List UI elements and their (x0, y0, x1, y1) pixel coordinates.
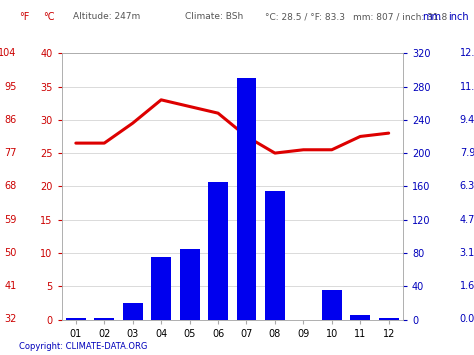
Text: inch: inch (448, 12, 469, 22)
Text: 12.6: 12.6 (460, 48, 474, 58)
Text: 104: 104 (0, 48, 17, 58)
Bar (350, 315, 370, 320)
Bar (322, 290, 342, 320)
Text: Altitude: 247m: Altitude: 247m (73, 12, 141, 21)
Text: 59: 59 (4, 215, 17, 225)
Text: °C: 28.5 / °F: 83.3: °C: 28.5 / °F: 83.3 (265, 12, 346, 21)
Bar (123, 303, 143, 320)
Bar (208, 182, 228, 320)
Text: 68: 68 (4, 181, 17, 191)
Bar (151, 257, 171, 320)
Bar (265, 191, 285, 320)
Text: 4.7: 4.7 (460, 215, 474, 225)
Text: 6.3: 6.3 (460, 181, 474, 191)
Text: 0.0: 0.0 (460, 315, 474, 324)
Text: 9.4: 9.4 (460, 115, 474, 125)
Text: 3.1: 3.1 (460, 248, 474, 258)
Bar (237, 78, 256, 320)
Text: °F: °F (19, 12, 29, 22)
Text: mm: 807 / inch: 31.8: mm: 807 / inch: 31.8 (353, 12, 447, 21)
Text: °C: °C (43, 12, 54, 22)
Bar (94, 318, 114, 320)
Text: 41: 41 (4, 281, 17, 291)
Text: 86: 86 (4, 115, 17, 125)
Text: 95: 95 (4, 82, 17, 92)
Text: Copyright: CLIMATE-DATA.ORG: Copyright: CLIMATE-DATA.ORG (19, 343, 147, 351)
Bar (180, 249, 200, 320)
Text: 50: 50 (4, 248, 17, 258)
Text: Climate: BSh: Climate: BSh (185, 12, 243, 21)
Bar (66, 318, 86, 320)
Text: 1.6: 1.6 (460, 281, 474, 291)
Text: 7.9: 7.9 (460, 148, 474, 158)
Text: 77: 77 (4, 148, 17, 158)
Text: mm: mm (422, 12, 441, 22)
Bar (379, 318, 399, 320)
Text: 11.0: 11.0 (460, 82, 474, 92)
Text: 32: 32 (4, 315, 17, 324)
